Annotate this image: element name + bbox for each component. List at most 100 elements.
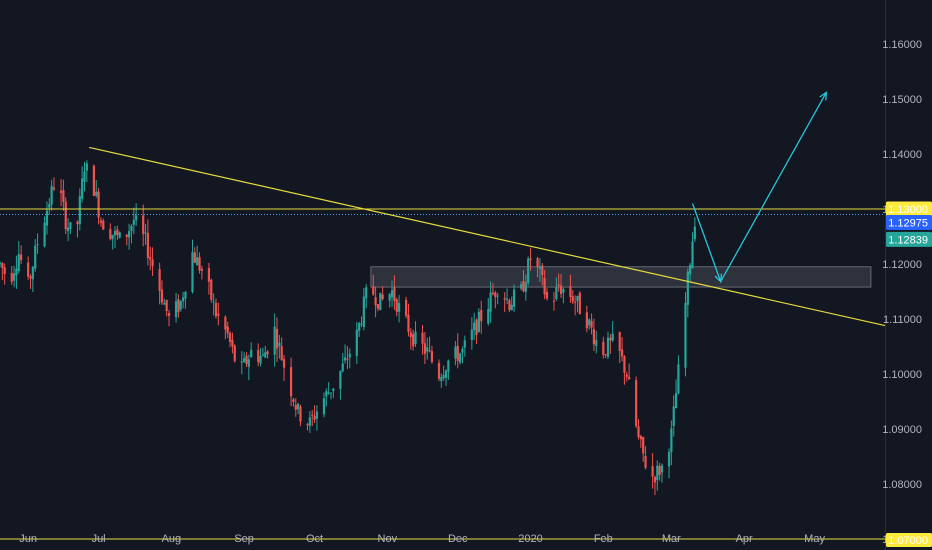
candle-body	[62, 190, 65, 203]
candle-body	[322, 398, 326, 415]
candle-body	[231, 339, 234, 347]
x-tick-label: Sep	[234, 533, 254, 545]
candle-body	[182, 297, 185, 302]
arrowhead	[819, 91, 828, 101]
candle-body	[447, 360, 450, 372]
x-tick-label: Jul	[92, 533, 106, 545]
candle-body	[76, 221, 79, 224]
candle-body	[463, 340, 466, 348]
candle-body	[625, 374, 628, 377]
candle-body	[83, 171, 86, 182]
candle-body	[10, 272, 13, 282]
candle-body	[59, 190, 63, 193]
candle-body	[85, 163, 88, 171]
candle-body	[135, 215, 138, 221]
candle-body	[179, 301, 182, 310]
candle-body	[527, 258, 530, 283]
candle-body	[167, 313, 171, 316]
candle-body	[250, 349, 253, 358]
candle-body	[52, 187, 56, 190]
candle-body	[15, 268, 18, 276]
candle-body	[444, 370, 448, 378]
candle-body	[677, 364, 680, 394]
candle-body	[520, 284, 523, 289]
candle-body	[228, 333, 232, 342]
descending-trendline[interactable]	[89, 146, 886, 327]
candle-body	[34, 245, 37, 269]
candle-body	[355, 329, 358, 356]
price-tag-label: 1.12839	[888, 234, 928, 246]
candle-body	[590, 320, 593, 328]
candle-body	[306, 424, 309, 426]
candle-body	[245, 355, 248, 364]
candle-body	[174, 301, 178, 318]
candle-body	[160, 289, 164, 303]
candle-body	[266, 351, 269, 355]
candle-body	[217, 313, 220, 316]
x-tick-label: Feb	[594, 533, 613, 545]
candle-body	[379, 292, 382, 311]
candle-body	[395, 299, 398, 312]
candle-body	[456, 345, 459, 362]
candle-body	[193, 252, 196, 263]
candle-body	[212, 301, 215, 303]
candle-body	[674, 393, 678, 409]
candle-body	[602, 341, 605, 356]
candle-body	[69, 222, 72, 230]
candle-body	[247, 359, 250, 367]
candle-body	[27, 262, 30, 277]
candle-body	[142, 215, 145, 234]
y-tick-label: 1.08000	[882, 479, 922, 491]
candle-body	[409, 332, 412, 338]
y-tick-label: 1.12000	[882, 259, 922, 271]
candle-body	[642, 437, 645, 454]
candle-body	[628, 376, 631, 380]
candle-body	[620, 349, 624, 357]
candle-body	[407, 314, 410, 332]
candles-group	[0, 160, 696, 496]
candle-body	[362, 296, 365, 327]
candle-body	[470, 329, 473, 340]
x-tick-label: Nov	[378, 533, 398, 545]
candle-body	[102, 220, 105, 230]
candle-body	[81, 178, 84, 199]
candle-body	[109, 228, 112, 239]
y-tick-label: 1.10000	[882, 369, 922, 381]
candle-body	[592, 329, 596, 345]
candle-body	[559, 285, 563, 294]
candle-body	[491, 292, 495, 295]
candle-body	[332, 388, 335, 391]
candle-body	[17, 254, 20, 272]
candle-body	[128, 231, 131, 238]
candle-body	[132, 220, 135, 225]
candle-body	[275, 328, 279, 349]
y-tick-label: 1.14000	[882, 149, 922, 161]
candle-body	[477, 311, 480, 332]
candle-body	[505, 298, 509, 300]
candle-body	[113, 230, 117, 236]
candle-body	[146, 232, 149, 258]
candle-body	[658, 465, 661, 475]
candle-body	[278, 342, 281, 347]
x-tick-label: Jun	[19, 533, 37, 545]
candle-body	[341, 363, 344, 372]
candle-body	[66, 227, 70, 232]
candle-body	[524, 282, 527, 292]
candle-body	[329, 392, 333, 394]
candle-body	[571, 296, 574, 302]
candle-body	[459, 353, 462, 363]
candle-body	[653, 476, 657, 483]
candle-body	[604, 354, 607, 356]
resistance-zone	[370, 266, 872, 288]
candle-body	[585, 312, 588, 329]
candle-body	[346, 358, 349, 360]
candle-body	[609, 337, 612, 341]
candle-body	[297, 403, 300, 410]
candle-body	[311, 414, 314, 416]
price-tag	[886, 215, 932, 230]
candle-body	[496, 295, 499, 297]
candle-body	[43, 222, 46, 247]
candle-body	[118, 232, 121, 238]
candle-body	[510, 304, 513, 311]
